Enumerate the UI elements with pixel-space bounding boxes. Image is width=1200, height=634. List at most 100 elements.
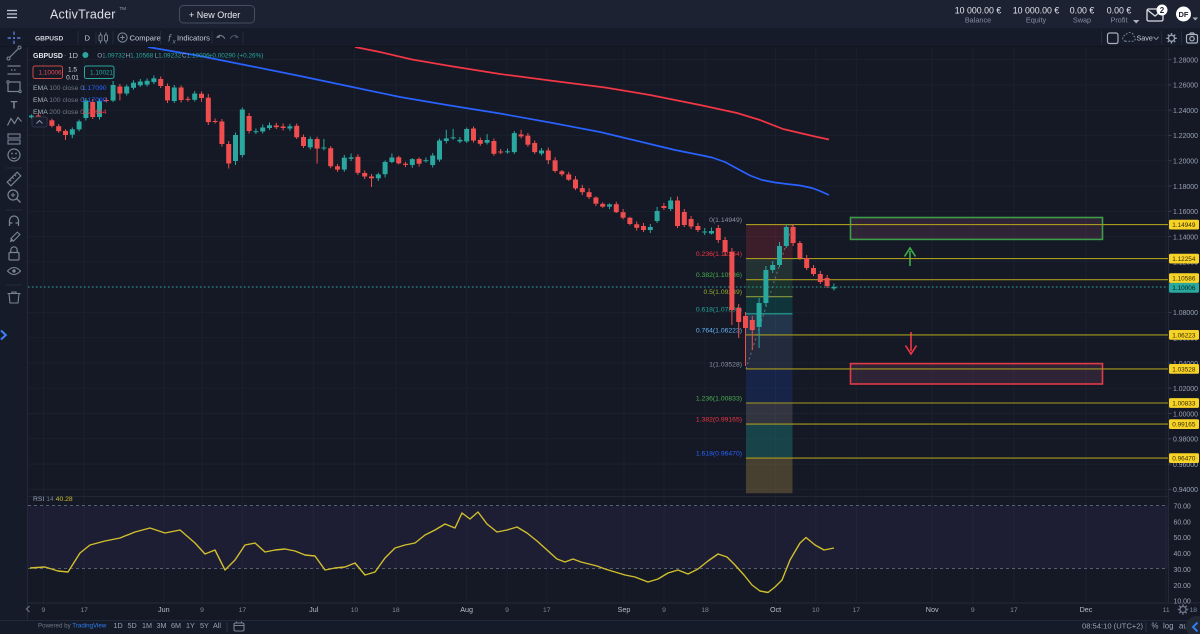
svg-text:1.10006: 1.10006 xyxy=(39,70,63,77)
svg-text:1.10021: 1.10021 xyxy=(90,70,114,77)
svg-text:5D: 5D xyxy=(128,621,137,630)
svg-text:6M: 6M xyxy=(171,621,181,630)
svg-text:GBPUSD: GBPUSD xyxy=(33,53,63,60)
svg-text:EMA 100 close 01.17090: EMA 100 close 01.17090 xyxy=(33,85,107,92)
svg-text:0.98000: 0.98000 xyxy=(1173,437,1198,444)
svg-text:Compare: Compare xyxy=(130,34,161,43)
svg-text:17: 17 xyxy=(239,607,247,614)
svg-text:1.382(0.99165): 1.382(0.99165) xyxy=(696,417,742,424)
svg-text:GBPUSD: GBPUSD xyxy=(35,35,63,42)
svg-text:%: % xyxy=(1152,622,1159,631)
svg-text:All: All xyxy=(213,621,221,630)
svg-text:Save: Save xyxy=(1137,34,1153,43)
svg-text:Balance: Balance xyxy=(965,15,991,24)
svg-text:DF: DF xyxy=(1179,10,1189,19)
svg-text:0(1.14949): 0(1.14949) xyxy=(709,217,742,224)
svg-text:1.5: 1.5 xyxy=(68,67,77,74)
svg-text:1D: 1D xyxy=(69,51,78,60)
svg-text:Profit: Profit xyxy=(1110,15,1127,24)
svg-text:1.03528: 1.03528 xyxy=(1172,366,1196,373)
svg-text:1(1.03528): 1(1.03528) xyxy=(709,361,742,368)
svg-text:Aug: Aug xyxy=(460,605,473,614)
svg-text:1.14000: 1.14000 xyxy=(1173,234,1198,241)
svg-text:10.00: 10.00 xyxy=(1174,599,1191,606)
svg-text:Oct: Oct xyxy=(770,605,781,614)
svg-text:1.10586: 1.10586 xyxy=(1172,276,1196,283)
svg-text:1.236(1.00833): 1.236(1.00833) xyxy=(696,396,742,403)
svg-text:1.00000: 1.00000 xyxy=(1173,411,1198,418)
svg-text:18: 18 xyxy=(701,607,709,614)
svg-text:3M: 3M xyxy=(157,621,167,630)
svg-text:9: 9 xyxy=(662,607,666,614)
svg-text:17: 17 xyxy=(80,607,88,614)
svg-text:5Y: 5Y xyxy=(200,621,209,630)
svg-text:Jul: Jul xyxy=(309,605,319,614)
svg-text:0.5(1.09239): 0.5(1.09239) xyxy=(703,289,742,296)
svg-text:0.96000: 0.96000 xyxy=(1173,462,1198,469)
svg-text:1.10006: 1.10006 xyxy=(1172,285,1196,292)
svg-text:EMA 100 close 01.17090: EMA 100 close 01.17090 xyxy=(33,97,107,104)
svg-text:·: · xyxy=(64,53,66,60)
svg-text:08:54:10 (UTC+2): 08:54:10 (UTC+2) xyxy=(1082,622,1143,631)
svg-text:Swap: Swap xyxy=(1073,15,1091,24)
svg-text:18: 18 xyxy=(392,607,400,614)
svg-text:1.12254: 1.12254 xyxy=(1172,256,1196,263)
svg-text:9: 9 xyxy=(971,607,975,614)
svg-text:70.00: 70.00 xyxy=(1174,504,1191,511)
svg-text:Nov: Nov xyxy=(926,605,939,614)
svg-text:1D: 1D xyxy=(114,621,123,630)
svg-text:11: 11 xyxy=(1163,607,1170,614)
svg-text:1.08000: 1.08000 xyxy=(1173,310,1198,317)
svg-text:9: 9 xyxy=(42,607,46,614)
svg-text:17: 17 xyxy=(543,607,551,614)
svg-text:0.00 €: 0.00 € xyxy=(1070,6,1095,16)
svg-text:0.96470: 0.96470 xyxy=(1172,456,1196,463)
svg-text:17: 17 xyxy=(853,607,861,614)
svg-text:x: x xyxy=(172,39,177,46)
svg-text:0.236(1.12254): 0.236(1.12254) xyxy=(696,251,742,258)
svg-text:Sep: Sep xyxy=(618,605,631,614)
svg-text:1.20000: 1.20000 xyxy=(1173,159,1198,166)
svg-text:log: log xyxy=(1163,622,1173,631)
svg-text:1.14949: 1.14949 xyxy=(1172,222,1196,229)
svg-text:EMA 200 close 01.21644: EMA 200 close 01.21644 xyxy=(33,109,107,116)
svg-text:T: T xyxy=(11,100,18,112)
svg-text:Jun: Jun xyxy=(158,605,170,614)
svg-text:9: 9 xyxy=(505,607,509,614)
svg-text:1.618(0.96470): 1.618(0.96470) xyxy=(696,451,742,458)
svg-text:f: f xyxy=(168,33,172,45)
svg-text:Dec: Dec xyxy=(1080,605,1093,614)
svg-text:1.22000: 1.22000 xyxy=(1173,133,1198,140)
svg-text:ActivTrader: ActivTrader xyxy=(50,8,116,22)
svg-text:1.26000: 1.26000 xyxy=(1173,83,1198,90)
svg-text:10: 10 xyxy=(812,607,820,614)
svg-text:10 000.00 €: 10 000.00 € xyxy=(955,6,1002,16)
svg-text:1.16000: 1.16000 xyxy=(1173,209,1198,216)
svg-text:D: D xyxy=(85,34,91,43)
svg-text:1.00833: 1.00833 xyxy=(1172,400,1196,407)
svg-text:30.00: 30.00 xyxy=(1174,567,1191,574)
svg-text:Indicators: Indicators xyxy=(177,34,210,43)
svg-text:0.382(1.10586): 0.382(1.10586) xyxy=(696,272,742,279)
svg-text:10 000.00 €: 10 000.00 € xyxy=(1013,6,1060,16)
svg-text:RSI 14 40.28: RSI 14 40.28 xyxy=(33,496,73,503)
svg-text:0.618(1.07891): 0.618(1.07891) xyxy=(696,306,742,313)
svg-text:+ New Order: + New Order xyxy=(189,10,240,20)
svg-text:0.94000: 0.94000 xyxy=(1173,487,1198,494)
svg-text:Powered by TradingView: Powered by TradingView xyxy=(38,623,107,630)
svg-text:0.00 €: 0.00 € xyxy=(1107,6,1132,16)
svg-text:1M: 1M xyxy=(142,621,152,630)
svg-text:1Y: 1Y xyxy=(186,621,195,630)
svg-text:Equity: Equity xyxy=(1026,15,1047,24)
svg-text:O1.09732H1.10568L1.09232C1.100: O1.09732H1.10568L1.09232C1.10006+0.00290… xyxy=(97,52,263,59)
svg-text:18: 18 xyxy=(1190,607,1198,614)
svg-text:0.764(1.06223): 0.764(1.06223) xyxy=(696,327,742,334)
svg-text:40.00: 40.00 xyxy=(1174,551,1191,558)
svg-text:1.18000: 1.18000 xyxy=(1173,184,1198,191)
svg-text:1.02000: 1.02000 xyxy=(1173,386,1198,393)
svg-text:2: 2 xyxy=(1160,6,1165,15)
svg-text:9: 9 xyxy=(200,607,204,614)
svg-text:60.00: 60.00 xyxy=(1174,519,1191,526)
svg-text:1.28000: 1.28000 xyxy=(1173,57,1198,64)
svg-text:50.00: 50.00 xyxy=(1174,535,1191,542)
